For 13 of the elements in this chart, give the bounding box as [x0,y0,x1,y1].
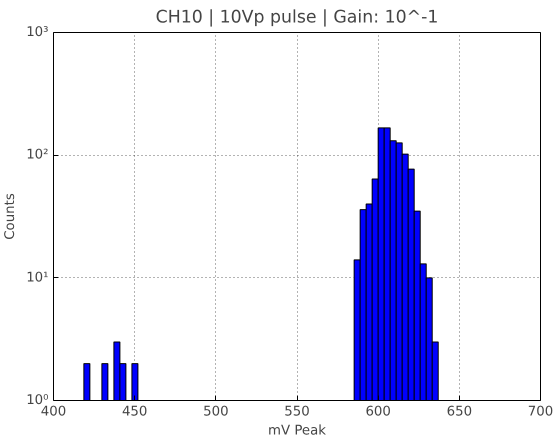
x-axis-title: mV Peak [268,424,326,438]
x-tick-label: 650 [446,404,472,420]
x-tick-label: 500 [203,404,229,420]
y-tick-label: 10³ [26,25,49,40]
x-tick-label: 700 [528,404,554,420]
x-tick-label: 450 [122,404,148,420]
y-tick-label: 10² [26,148,49,163]
x-tick-label: 400 [40,404,66,420]
y-axis-title: Counts [3,193,18,240]
y-tick-label: 10¹ [26,270,49,286]
x-tick-label: 550 [284,404,310,420]
x-tick-label: 600 [365,404,391,420]
chart-title: CH10 | 10Vp pulse | Gain: 10^-1 [156,8,438,28]
